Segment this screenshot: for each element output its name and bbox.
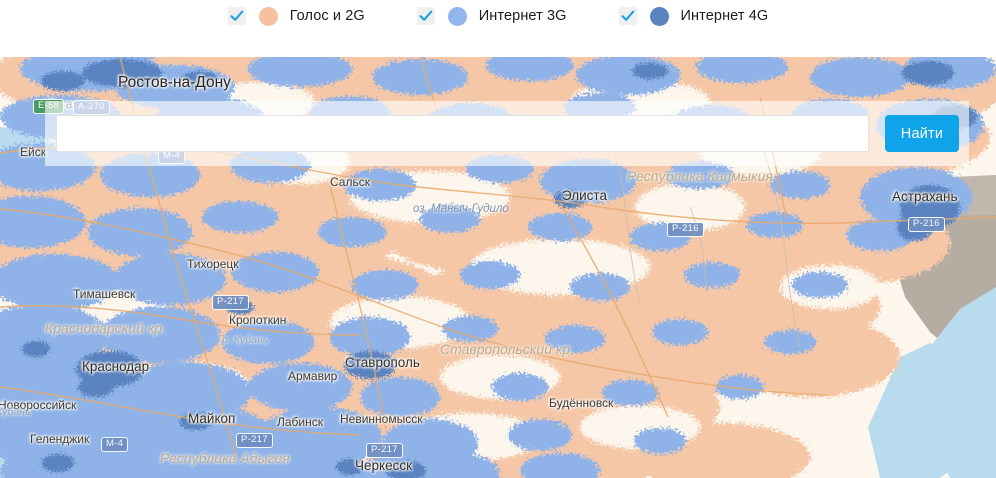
search-panel: Найти [45, 101, 969, 166]
legend-item-internet-3g[interactable]: Интернет 3G [416, 5, 567, 27]
legend-bar: Голос и 2G Интернет 3G Интернет 4G [0, 0, 996, 57]
swatch-voice-2g [258, 6, 278, 26]
legend-label-internet-4g: Интернет 4G [680, 7, 769, 24]
swatch-internet-3g [447, 6, 467, 26]
legend-label-internet-3g: Интернет 3G [478, 7, 567, 24]
checkbox-internet-3g[interactable] [416, 7, 435, 25]
checkbox-voice-2g[interactable] [227, 7, 246, 25]
legend-label-voice-2g: Голос и 2G [289, 7, 365, 24]
swatch-internet-4g [649, 6, 669, 26]
search-button[interactable]: Найти [885, 115, 959, 152]
search-input[interactable] [56, 115, 869, 152]
checkbox-internet-4g[interactable] [618, 7, 637, 25]
legend-item-voice-2g[interactable]: Голос и 2G [227, 5, 365, 27]
legend-item-internet-4g[interactable]: Интернет 4G [618, 5, 769, 27]
